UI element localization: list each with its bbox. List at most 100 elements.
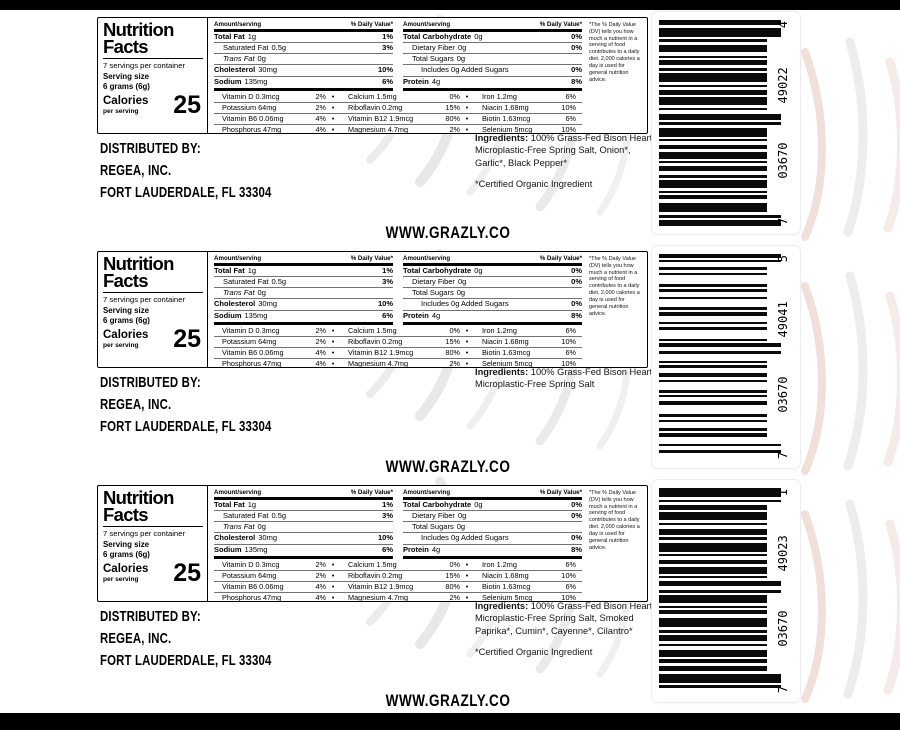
product-label: Nutrition Facts 7 servings per container… (97, 244, 800, 478)
nutrient-name: Trans Fat (223, 54, 255, 64)
barcode-bar (659, 312, 767, 316)
barcode-bar (659, 650, 767, 657)
nutrient-name-group: Trans Fat 0g (223, 522, 266, 532)
micronutrient-name: Vitamin B6 0.06mg (222, 347, 284, 357)
barcode-bar (659, 595, 767, 603)
nutrient-row: Total Fat 1g 1% (214, 32, 393, 42)
nutrient-column-fat: Amount/serving % Daily Value* Total Fat 1… (214, 21, 393, 91)
bullet-separator: • (465, 91, 469, 101)
barcode-digit-group: 5 (776, 255, 790, 263)
distributor-address: FORT LAUDERDALE, FL 33304 (100, 184, 272, 202)
barcode-bar (659, 73, 767, 82)
micronutrient-dv: 10% (561, 358, 576, 368)
nutrient-amount: 0g (457, 510, 467, 520)
barcode: 7 03670 49041 5 (652, 246, 800, 468)
nutrient-name-group: Saturated Fat 0.5g (223, 43, 286, 52)
bullet-separator: • (465, 124, 469, 134)
nutrient-name-group: Total Sugars 0g (412, 54, 466, 64)
nutrient-amount: 1g (247, 499, 257, 509)
barcode-bar (659, 215, 781, 218)
nutrient-row: Saturated Fat 0.5g 3% (214, 509, 393, 521)
nutrient-amount: 30mg (258, 533, 278, 543)
micronutrient-row: Potassium 64mg 2% • Riboflavin 0.2mg 15% • Nia… (214, 101, 582, 113)
barcode-digit-group: 7 (776, 451, 790, 459)
nutrition-facts-title: Nutrition Facts (103, 254, 203, 290)
serving-size-label: Serving size (103, 305, 150, 315)
micronutrient-name: Vitamin B12 1.9mcg (348, 113, 414, 123)
micronutrient-dv: 6% (565, 581, 576, 591)
bullet-separator: • (331, 113, 335, 123)
micronutrient-name: Selenium 5mcg (482, 124, 533, 134)
barcode-bar (659, 128, 767, 137)
bullet-separator: • (331, 559, 335, 569)
nutrient-dv: 6% (382, 310, 393, 320)
micronutrients-table: Vitamin D 0.3mcg 2% • Calcium 1.5mg 0% • Iron … (214, 91, 582, 134)
barcode-bar (659, 90, 767, 95)
micronutrient-dv: 6% (565, 347, 576, 357)
micronutrient-name: Iron 1.2mg (482, 559, 517, 569)
website-line: WWW.GRAZLY.CO (97, 692, 800, 711)
bullet-separator: • (331, 336, 335, 346)
nutrient-name: Total Carbohydrate (403, 499, 472, 509)
micronutrient-name: Riboflavin 0.2mg (348, 102, 403, 112)
bullet-separator: • (331, 358, 335, 368)
nutrient-row: Cholesterol 30mg 10% (214, 298, 393, 309)
thick-rule (214, 87, 393, 91)
column-header: Amount/serving % Daily Value* (214, 489, 393, 497)
nutrient-amount: 135mg (244, 76, 268, 86)
nutrient-dv: 8% (571, 76, 582, 86)
barcode-digit-group: 03670 (776, 610, 790, 647)
micronutrient-name: Magnesium 4.7mg (348, 592, 409, 602)
title-line-1: Nutrition (103, 487, 174, 508)
micronutrient-name: Magnesium 4.7mg (348, 358, 409, 368)
micronutrient-name: Niacin 1.68mg (482, 570, 529, 580)
barcode-bar (659, 85, 767, 87)
nutrient-amount: 0g (257, 54, 266, 64)
barcode-bar (659, 139, 767, 141)
thick-rule (403, 87, 582, 91)
nutrition-facts-panel: Nutrition Facts 7 servings per container… (97, 17, 648, 134)
nutrient-name-group: Total Sugars 0g (412, 522, 465, 531)
calories-label: Calories (103, 95, 149, 108)
nutrient-dv: 10% (377, 299, 393, 309)
barcode-bar (659, 606, 767, 608)
barcode-bar (659, 567, 767, 574)
bullet-separator: • (465, 592, 469, 602)
nutrient-row: Saturated Fat 0.5g 3% (214, 275, 393, 287)
nutrient-name-group: Includes 0g Added Sugars (421, 66, 509, 74)
micronutrient-dv: 2% (315, 559, 326, 569)
nutrient-amount: 0g (456, 54, 466, 64)
barcode-bar (659, 175, 767, 178)
nutrient-name: Total Fat (214, 31, 245, 41)
barcode-bar (659, 450, 781, 453)
nutrient-column-carb: Amount/serving % Daily Value* Total Carb… (403, 489, 582, 559)
micronutrient-name: Calcium 1.5mg (348, 325, 397, 335)
calories-sub-label: per serving (103, 575, 139, 583)
barcode-bar (659, 284, 767, 287)
nutrition-panel-left-section: Nutrition Facts 7 servings per container… (98, 486, 208, 601)
servings-per-container: 7 servings per container (103, 295, 186, 305)
nutrient-name-group: Trans Fat 0g (223, 288, 266, 298)
nutrient-row: Total Carbohydrate 0g 0% (403, 32, 582, 42)
nutrient-name: Sodium (214, 310, 242, 320)
column-header: Amount/serving % Daily Value* (214, 21, 393, 29)
nutrient-name-group: Saturated Fat 0.5g (223, 511, 286, 520)
barcode-bar (659, 618, 767, 627)
nutrient-name-group: Trans Fat 0g (223, 54, 266, 64)
title-line-2: Facts (103, 504, 149, 526)
barcode-digit-group: 49023 (776, 535, 790, 572)
barcode-bar (659, 145, 767, 149)
nutrient-amount: 0g (257, 522, 266, 532)
nutrient-dv: 3% (382, 276, 393, 286)
micronutrient-name: Iron 1.2mg (482, 325, 517, 335)
nutrient-amount: 0g (257, 288, 266, 298)
nutrient-amount: 135mg (244, 310, 268, 320)
bullet-separator: • (465, 358, 469, 368)
barcode-bar (659, 361, 767, 363)
nutrient-dv: 6% (382, 76, 393, 86)
micronutrient-dv: 4% (315, 358, 326, 368)
barcode-bar (659, 581, 781, 586)
nutrient-row: Protein 4g 8% (403, 543, 582, 555)
bullet-separator: • (331, 102, 335, 112)
nutrient-name-group: Protein 4g (403, 77, 440, 86)
